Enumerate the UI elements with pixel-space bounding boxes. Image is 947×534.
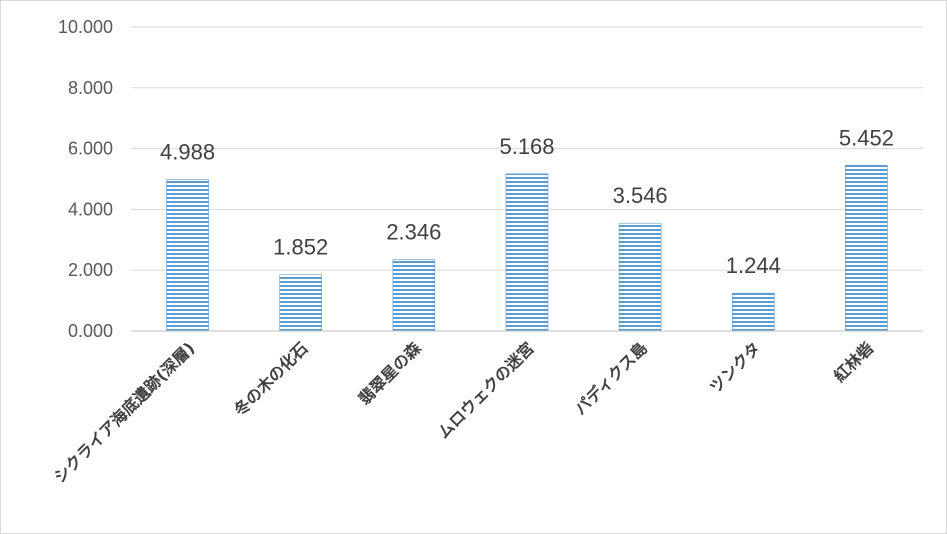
bar xyxy=(505,173,549,332)
category-label: ツンクタ xyxy=(706,338,764,396)
data-label: 1.244 xyxy=(726,253,781,278)
data-label: 3.546 xyxy=(613,183,668,208)
bars xyxy=(166,164,888,332)
data-label: 1.852 xyxy=(273,235,328,260)
category-label: ムロウェクの迷宮 xyxy=(434,338,538,442)
bar xyxy=(279,274,323,332)
y-tick-label: 4.000 xyxy=(68,199,113,219)
y-axis-ticks: 0.000 2.000 4.000 6.000 8.000 10.000 xyxy=(58,17,113,341)
category-label: パディクス島 xyxy=(571,338,651,418)
data-label: 5.452 xyxy=(839,125,894,150)
category-label: シクライア海底遺跡(深層) xyxy=(50,338,198,486)
y-tick-label: 10.000 xyxy=(58,17,113,37)
y-tick-label: 6.000 xyxy=(68,139,113,159)
category-label: 翡翠星の森 xyxy=(355,338,426,409)
data-label: 5.168 xyxy=(499,134,554,159)
bar xyxy=(731,292,775,332)
category-label: 紅林砦 xyxy=(830,338,877,385)
y-tick-label: 0.000 xyxy=(68,321,113,341)
gridlines xyxy=(131,26,923,271)
data-labels: 4.988 1.852 2.346 5.168 3.546 1.244 5.452 xyxy=(160,125,894,278)
bar xyxy=(845,164,888,332)
bar xyxy=(392,259,436,332)
bar xyxy=(618,222,662,332)
data-label: 4.988 xyxy=(160,139,215,164)
y-tick-label: 8.000 xyxy=(68,78,113,98)
x-axis-categories: シクライア海底遺跡(深層) 冬の木の化石 翡翠星の森 ムロウェクの迷宮 パディクス島 ツン… xyxy=(50,338,877,487)
category-label: 冬の木の化石 xyxy=(230,338,311,419)
y-tick-label: 2.000 xyxy=(68,260,113,280)
data-label: 2.346 xyxy=(386,220,441,245)
bar xyxy=(166,179,209,332)
